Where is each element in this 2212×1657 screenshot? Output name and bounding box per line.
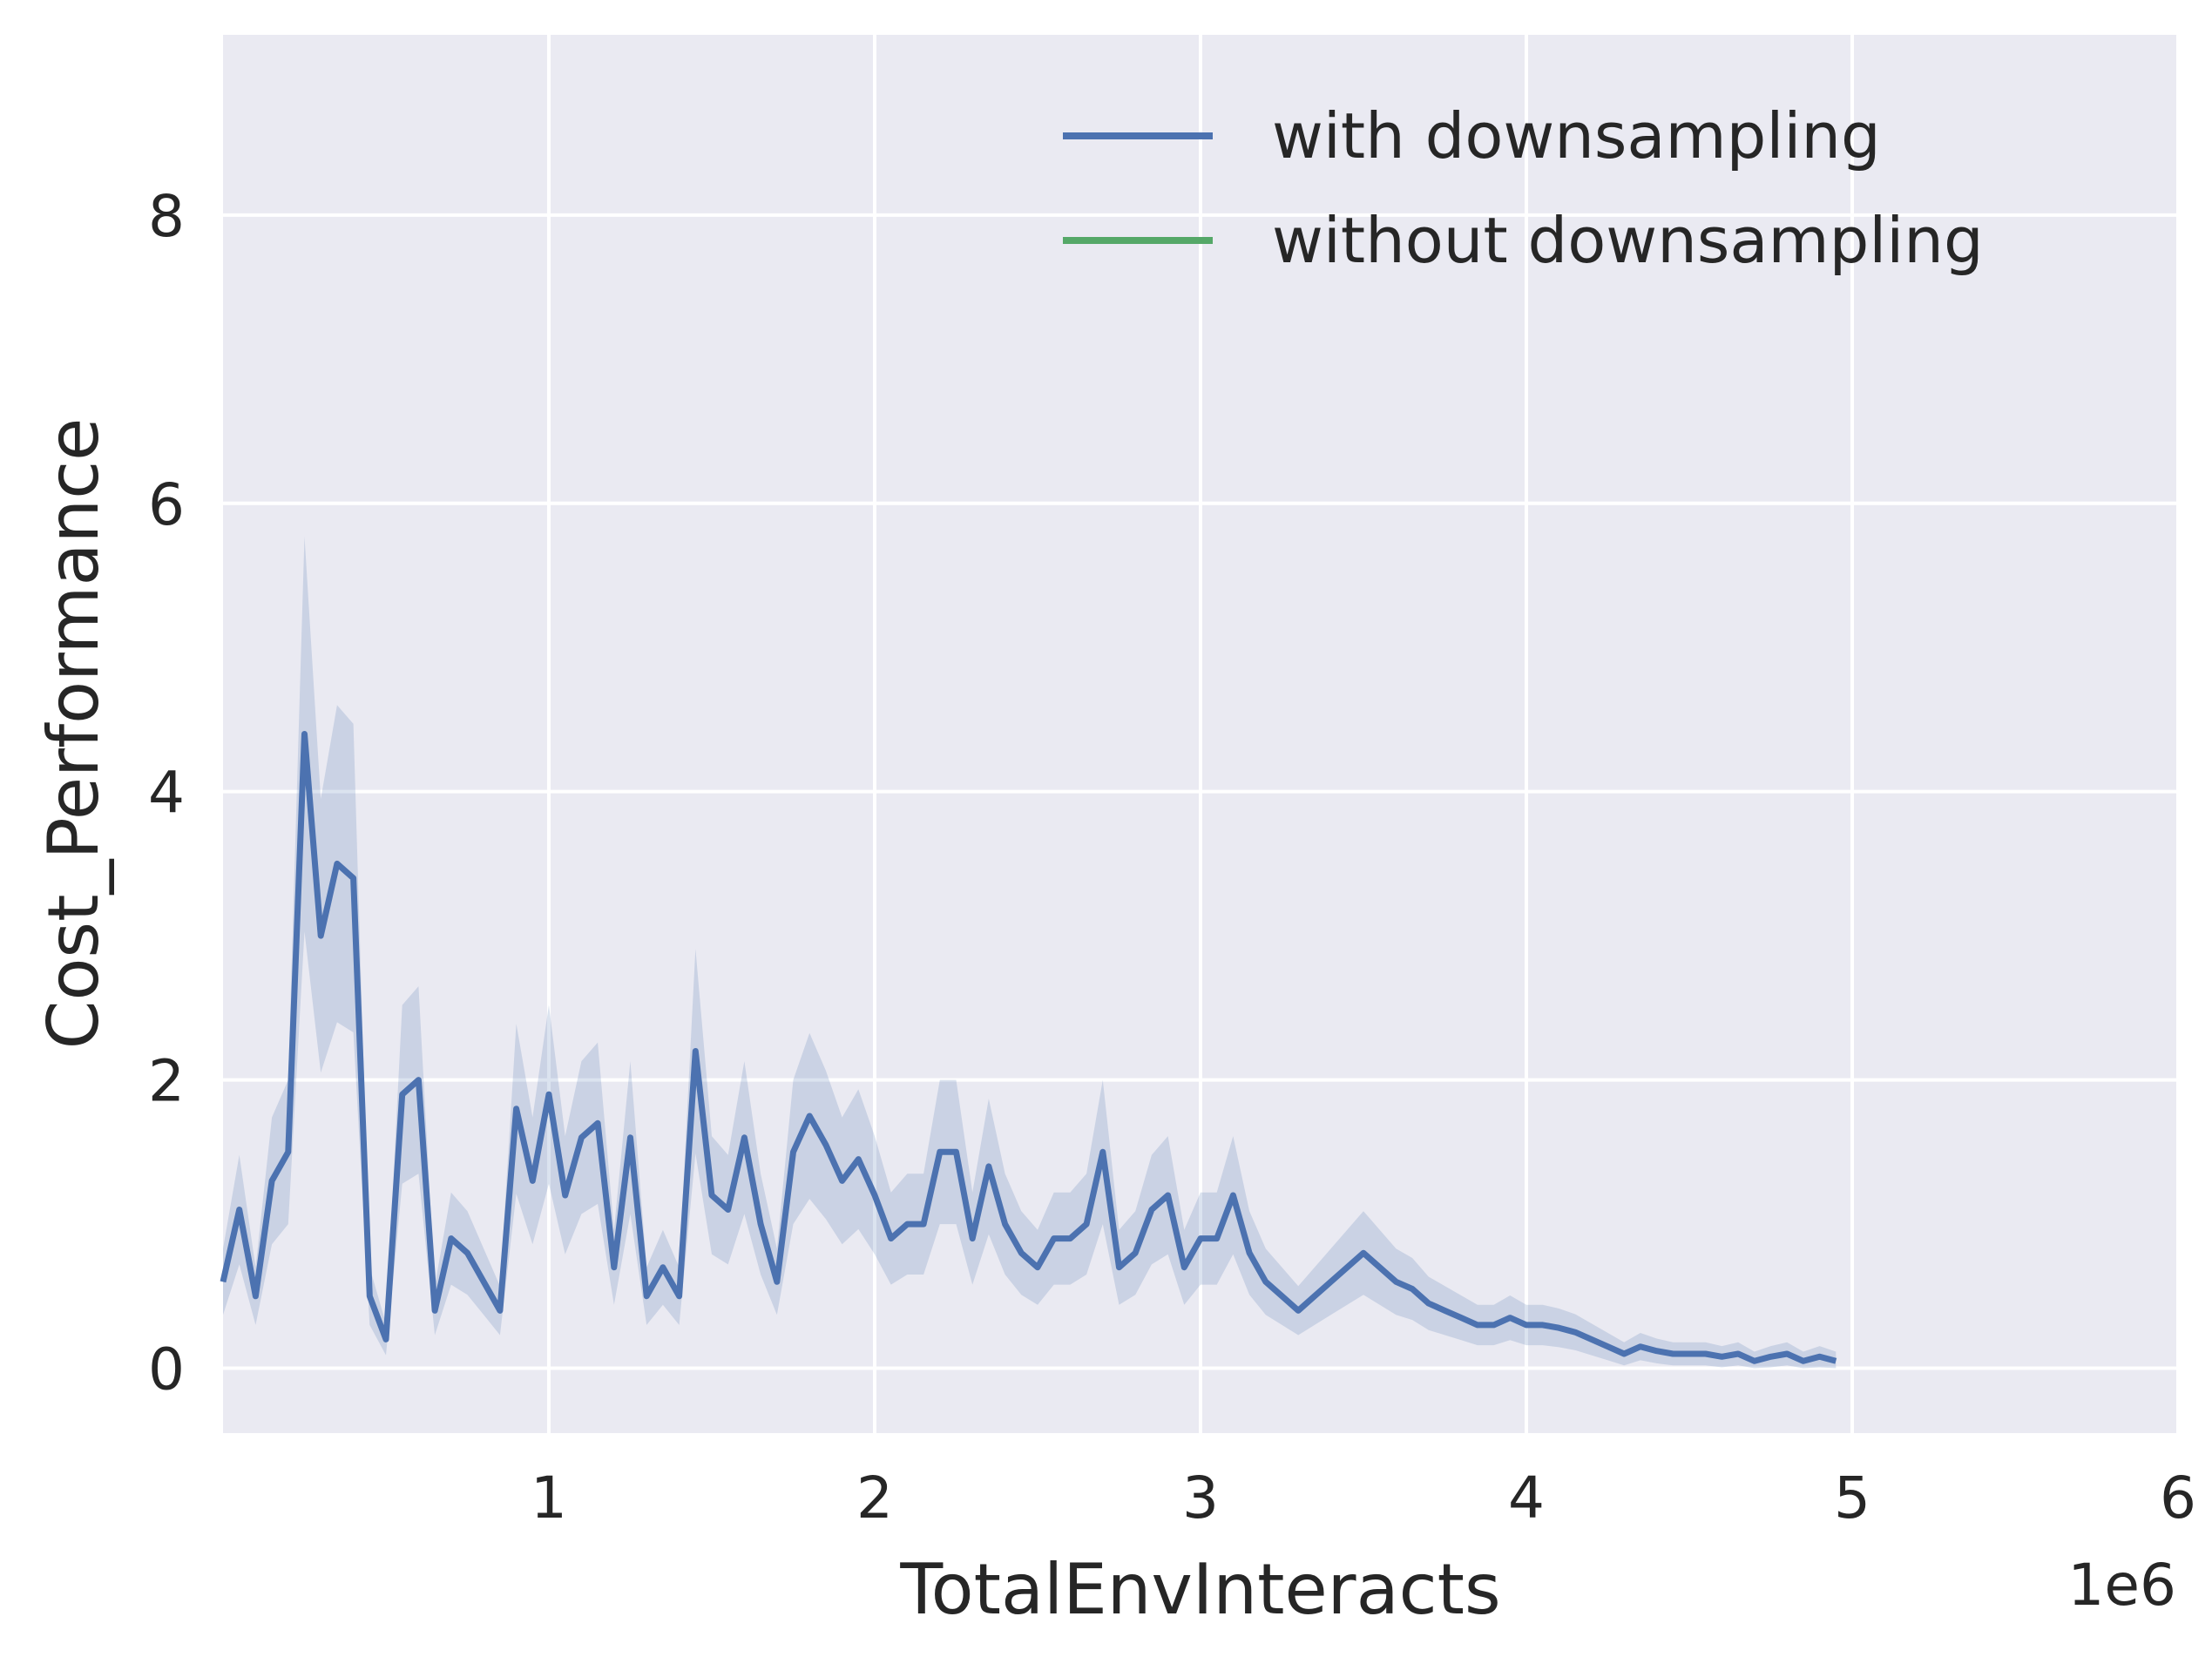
x-axis-label: TotalEnvInteracts	[899, 1549, 1500, 1630]
y-tick-label: 0	[148, 1336, 185, 1403]
x-tick-label: 3	[1182, 1464, 1219, 1532]
x-tick-label: 1	[531, 1464, 567, 1532]
grid	[223, 35, 2180, 1433]
y-axis-ticks: 0 2 4 6 8	[148, 183, 185, 1403]
series-line	[220, 731, 1837, 1364]
legend-label: with downsampling	[1272, 99, 1881, 172]
x-tick-label: 6	[2160, 1464, 2196, 1532]
y-tick-label: 2	[148, 1048, 185, 1115]
x-tick-label: 4	[1508, 1464, 1545, 1532]
y-tick-label: 6	[148, 471, 185, 538]
series-lines	[220, 731, 1837, 1364]
y-tick-label: 8	[148, 183, 185, 250]
x-tick-label: 2	[856, 1464, 893, 1532]
y-axis-label: Cost_Performance	[33, 418, 114, 1050]
x-tick-label: 5	[1834, 1464, 1870, 1532]
y-tick-label: 4	[148, 760, 185, 827]
x-axis-ticks: 1 2 3 4 5 6	[531, 1464, 2196, 1532]
legend: with downsampling without downsampling	[1063, 99, 1984, 277]
x-offset-label: 1e6	[2067, 1552, 2176, 1619]
legend-label: without downsampling	[1272, 204, 1984, 277]
